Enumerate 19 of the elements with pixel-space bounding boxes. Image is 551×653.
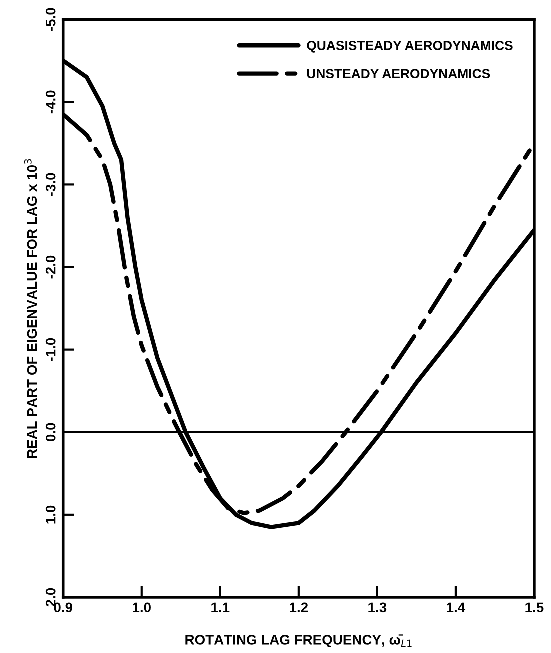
y-tick-label: -4.0 [46, 90, 56, 114]
x-tick-label: 1.5 [526, 602, 544, 613]
x-tick-label: 1.0 [133, 602, 151, 613]
y-tick-label: 0.0 [46, 423, 56, 442]
legend-label: UNSTEADY AERODYNAMICS [307, 69, 490, 79]
legend-label: QUASISTEADY AERODYNAMICS [307, 41, 513, 53]
x-tick-label: 1.3 [368, 602, 387, 613]
y-tick-label: -3.0 [46, 173, 56, 196]
y-axis-title: REAL PART OF EIGENVALUE FOR LAG x 10$^{3}$ [24, 159, 38, 458]
y-tick-label: 1.0 [46, 506, 56, 524]
y-tick-label: 2.0 [46, 588, 56, 607]
y-tick-label: -5.0 [46, 8, 56, 32]
x-tick-label: 0.9 [54, 602, 73, 613]
y-tick-label: -1.0 [46, 338, 56, 362]
x-axis-title: ROTATING LAG FREQUENCY, ω̄$_{L1}$ [186, 634, 412, 648]
y-tick-label: -2.0 [46, 256, 56, 279]
x-tick-label: 1.4 [447, 602, 466, 612]
x-tick-label: 1.1 [212, 602, 230, 612]
x-tick-label: 1.2 [290, 602, 308, 612]
